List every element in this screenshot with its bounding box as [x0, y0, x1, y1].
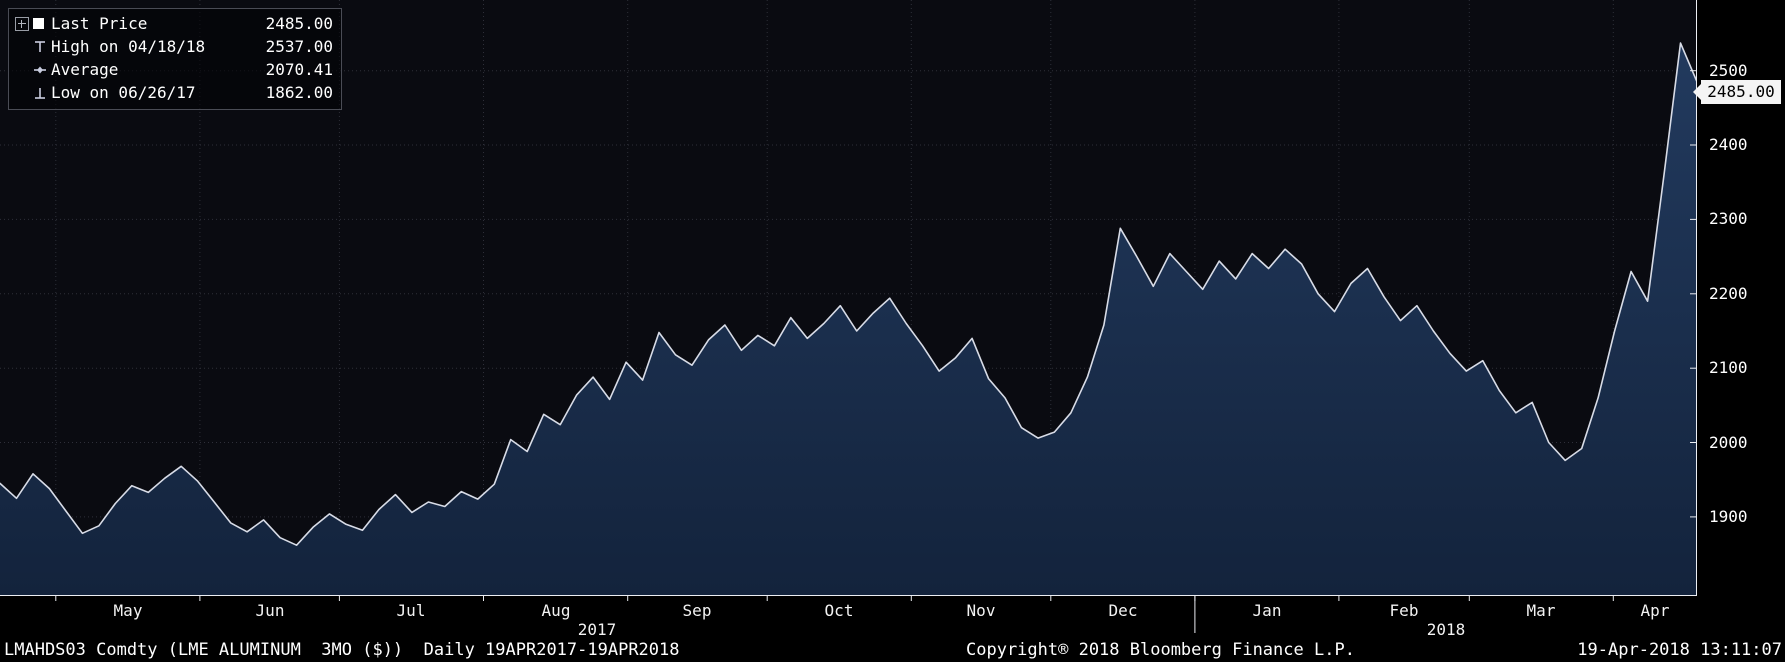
legend-value: 2070.41 [265, 60, 333, 79]
high-marker-icon [33, 40, 51, 54]
legend-label: High on 04/18/18 [51, 37, 206, 56]
year-label: 2017 [577, 620, 617, 639]
month-label: Nov [966, 601, 996, 620]
footer-bar: LMAHDS03 Comdty (LME ALUMINUM 3MO ($)) D… [0, 638, 1785, 662]
legend-item-average[interactable]: Average 2070.41 [15, 58, 333, 81]
legend-item-high[interactable]: High on 04/18/18 2537.00 [15, 35, 333, 58]
badge-arrow-icon [1693, 84, 1701, 100]
y-tick-label: 2200 [1709, 283, 1748, 303]
legend-item-low[interactable]: Low on 06/26/17 1862.00 [15, 81, 333, 104]
month-label: Jul [396, 601, 426, 620]
legend-value: 1862.00 [265, 83, 333, 102]
footer-timestamp: 19-Apr-2018 13:11:07 [1577, 640, 1782, 660]
legend-label: Last Price [51, 14, 148, 33]
month-label: Feb [1389, 601, 1419, 620]
y-tick-label: 2500 [1709, 60, 1748, 80]
legend-value: 2485.00 [265, 14, 333, 33]
month-label: Jun [255, 601, 285, 620]
last-price-value: 2485.00 [1707, 82, 1775, 101]
y-tick-label: 2100 [1709, 358, 1748, 378]
legend-item-last-price[interactable]: Last Price 2485.00 [15, 12, 333, 35]
y-tick-label: 2400 [1709, 135, 1748, 155]
y-tick-label: 1900 [1709, 506, 1748, 526]
low-marker-icon [33, 86, 51, 100]
average-marker-icon [33, 63, 51, 77]
footer-copyright: Copyright® 2018 Bloomberg Finance L.P. [966, 640, 1355, 660]
legend: Last Price 2485.00 High on 04/18/18 2537… [8, 8, 342, 110]
month-label: Oct [824, 601, 854, 620]
price-chart[interactable] [0, 0, 1697, 640]
month-label: Apr [1640, 601, 1670, 620]
y-tick-label: 2000 [1709, 432, 1748, 452]
month-labels: May Jun Jul Aug Sep Oct Nov Dec Jan Feb Mar Apr [0, 601, 1697, 620]
month-label: Dec [1108, 601, 1138, 620]
month-label: May [113, 601, 143, 620]
month-label: Aug [541, 601, 571, 620]
y-tick-label: 2300 [1709, 209, 1748, 229]
month-label: Mar [1526, 601, 1556, 620]
legend-value: 2537.00 [265, 37, 333, 56]
legend-label: Low on 06/26/17 [51, 83, 196, 102]
price-line [0, 42, 1697, 546]
axes [0, 0, 1697, 633]
footer-security-info: LMAHDS03 Comdty (LME ALUMINUM 3MO ($)) D… [4, 640, 680, 660]
month-label: Jan [1252, 601, 1282, 620]
tree-expander-icon[interactable] [15, 16, 29, 31]
month-label: Sep [682, 601, 712, 620]
year-label: 2018 [1426, 620, 1466, 639]
last-price-marker-icon [33, 18, 51, 29]
legend-label: Average [51, 60, 119, 79]
last-price-badge: 2485.00 [1693, 80, 1781, 104]
year-labels: 2017 2018 [0, 620, 1697, 639]
